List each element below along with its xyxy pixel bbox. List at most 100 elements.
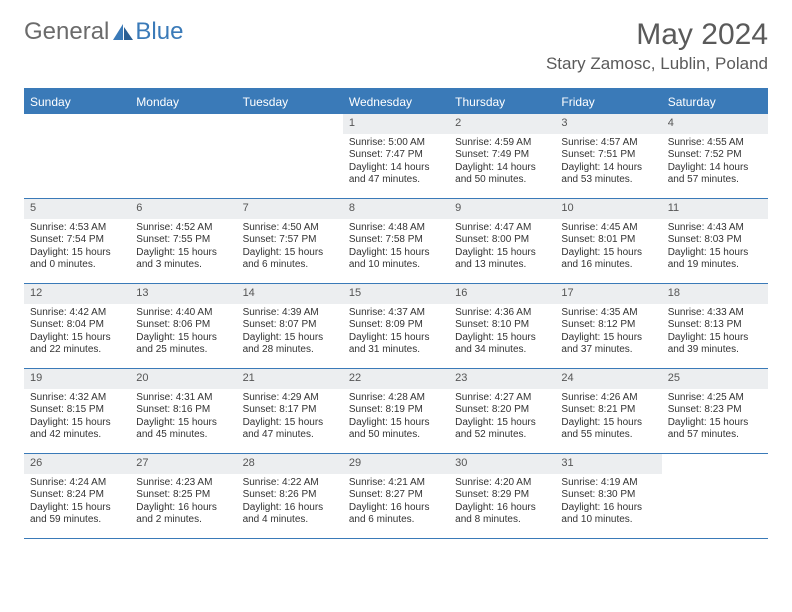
- daylight-text: Daylight: 16 hours and 4 minutes.: [243, 502, 337, 527]
- sunrise-text: Sunrise: 4:33 AM: [668, 307, 762, 320]
- cell-body: Sunrise: 4:25 AMSunset: 8:23 PMDaylight:…: [662, 389, 768, 448]
- sunrise-text: Sunrise: 4:28 AM: [349, 392, 443, 405]
- day-number: 4: [662, 114, 768, 134]
- sunset-text: Sunset: 8:04 PM: [30, 319, 124, 332]
- daylight-text: Daylight: 15 hours and 3 minutes.: [136, 247, 230, 272]
- sunrise-text: Sunrise: 4:21 AM: [349, 477, 443, 490]
- calendar-cell: 22Sunrise: 4:28 AMSunset: 8:19 PMDayligh…: [343, 369, 449, 453]
- day-number: 1: [343, 114, 449, 134]
- cell-body: Sunrise: 4:22 AMSunset: 8:26 PMDaylight:…: [237, 474, 343, 533]
- day-number: 17: [555, 284, 661, 304]
- cell-body: Sunrise: 4:50 AMSunset: 7:57 PMDaylight:…: [237, 219, 343, 278]
- location-text: Stary Zamosc, Lublin, Poland: [546, 54, 768, 74]
- sunrise-text: Sunrise: 4:50 AM: [243, 222, 337, 235]
- sunrise-text: Sunrise: 4:39 AM: [243, 307, 337, 320]
- page-header: General Blue May 2024 Stary Zamosc, Lubl…: [0, 0, 792, 82]
- sunrise-text: Sunrise: 4:26 AM: [561, 392, 655, 405]
- daylight-text: Daylight: 15 hours and 10 minutes.: [349, 247, 443, 272]
- daylight-text: Daylight: 15 hours and 22 minutes.: [30, 332, 124, 357]
- sunset-text: Sunset: 8:21 PM: [561, 404, 655, 417]
- calendar-cell: [24, 114, 130, 198]
- sunrise-text: Sunrise: 4:48 AM: [349, 222, 443, 235]
- sunset-text: Sunset: 7:55 PM: [136, 234, 230, 247]
- daylight-text: Daylight: 16 hours and 10 minutes.: [561, 502, 655, 527]
- sunset-text: Sunset: 8:19 PM: [349, 404, 443, 417]
- sunset-text: Sunset: 8:24 PM: [30, 489, 124, 502]
- day-header: Friday: [555, 90, 661, 114]
- calendar-cell: 6Sunrise: 4:52 AMSunset: 7:55 PMDaylight…: [130, 199, 236, 283]
- calendar-cell: 14Sunrise: 4:39 AMSunset: 8:07 PMDayligh…: [237, 284, 343, 368]
- cell-body: Sunrise: 4:37 AMSunset: 8:09 PMDaylight:…: [343, 304, 449, 363]
- daylight-text: Daylight: 14 hours and 53 minutes.: [561, 162, 655, 187]
- day-number: 16: [449, 284, 555, 304]
- sunrise-text: Sunrise: 4:27 AM: [455, 392, 549, 405]
- day-number: 13: [130, 284, 236, 304]
- day-number: 10: [555, 199, 661, 219]
- cell-body: Sunrise: 4:43 AMSunset: 8:03 PMDaylight:…: [662, 219, 768, 278]
- day-header: Saturday: [662, 90, 768, 114]
- day-number: 27: [130, 454, 236, 474]
- cell-body: Sunrise: 4:26 AMSunset: 8:21 PMDaylight:…: [555, 389, 661, 448]
- calendar-cell: 30Sunrise: 4:20 AMSunset: 8:29 PMDayligh…: [449, 454, 555, 538]
- calendar-cell: 9Sunrise: 4:47 AMSunset: 8:00 PMDaylight…: [449, 199, 555, 283]
- sunset-text: Sunset: 8:13 PM: [668, 319, 762, 332]
- day-header-row: SundayMondayTuesdayWednesdayThursdayFrid…: [24, 90, 768, 114]
- sunrise-text: Sunrise: 4:59 AM: [455, 137, 549, 150]
- daylight-text: Daylight: 15 hours and 25 minutes.: [136, 332, 230, 357]
- week-row: 12Sunrise: 4:42 AMSunset: 8:04 PMDayligh…: [24, 284, 768, 369]
- sunrise-text: Sunrise: 4:45 AM: [561, 222, 655, 235]
- cell-body: Sunrise: 4:33 AMSunset: 8:13 PMDaylight:…: [662, 304, 768, 363]
- sunset-text: Sunset: 8:01 PM: [561, 234, 655, 247]
- sunrise-text: Sunrise: 4:19 AM: [561, 477, 655, 490]
- calendar-cell: 11Sunrise: 4:43 AMSunset: 8:03 PMDayligh…: [662, 199, 768, 283]
- day-number: 8: [343, 199, 449, 219]
- day-number: [130, 114, 236, 134]
- day-number: 11: [662, 199, 768, 219]
- daylight-text: Daylight: 15 hours and 31 minutes.: [349, 332, 443, 357]
- cell-body: Sunrise: 4:19 AMSunset: 8:30 PMDaylight:…: [555, 474, 661, 533]
- daylight-text: Daylight: 15 hours and 19 minutes.: [668, 247, 762, 272]
- sunset-text: Sunset: 7:47 PM: [349, 149, 443, 162]
- sunrise-text: Sunrise: 4:24 AM: [30, 477, 124, 490]
- sunrise-text: Sunrise: 4:52 AM: [136, 222, 230, 235]
- calendar-cell: 10Sunrise: 4:45 AMSunset: 8:01 PMDayligh…: [555, 199, 661, 283]
- daylight-text: Daylight: 15 hours and 6 minutes.: [243, 247, 337, 272]
- sunrise-text: Sunrise: 4:32 AM: [30, 392, 124, 405]
- daylight-text: Daylight: 14 hours and 57 minutes.: [668, 162, 762, 187]
- cell-body: Sunrise: 4:57 AMSunset: 7:51 PMDaylight:…: [555, 134, 661, 193]
- daylight-text: Daylight: 15 hours and 13 minutes.: [455, 247, 549, 272]
- calendar-cell: 27Sunrise: 4:23 AMSunset: 8:25 PMDayligh…: [130, 454, 236, 538]
- cell-body: Sunrise: 4:47 AMSunset: 8:00 PMDaylight:…: [449, 219, 555, 278]
- sunset-text: Sunset: 8:10 PM: [455, 319, 549, 332]
- calendar-cell: 7Sunrise: 4:50 AMSunset: 7:57 PMDaylight…: [237, 199, 343, 283]
- calendar-cell: [130, 114, 236, 198]
- calendar-grid: SundayMondayTuesdayWednesdayThursdayFrid…: [24, 88, 768, 539]
- sunset-text: Sunset: 8:12 PM: [561, 319, 655, 332]
- day-header: Monday: [130, 90, 236, 114]
- day-number: [24, 114, 130, 134]
- sunrise-text: Sunrise: 4:23 AM: [136, 477, 230, 490]
- cell-body: Sunrise: 4:40 AMSunset: 8:06 PMDaylight:…: [130, 304, 236, 363]
- day-number: [662, 454, 768, 474]
- calendar-cell: 17Sunrise: 4:35 AMSunset: 8:12 PMDayligh…: [555, 284, 661, 368]
- cell-body: Sunrise: 4:24 AMSunset: 8:24 PMDaylight:…: [24, 474, 130, 533]
- day-header: Tuesday: [237, 90, 343, 114]
- cell-body: Sunrise: 4:21 AMSunset: 8:27 PMDaylight:…: [343, 474, 449, 533]
- sunset-text: Sunset: 7:51 PM: [561, 149, 655, 162]
- day-number: 26: [24, 454, 130, 474]
- sunset-text: Sunset: 8:23 PM: [668, 404, 762, 417]
- calendar-cell: 4Sunrise: 4:55 AMSunset: 7:52 PMDaylight…: [662, 114, 768, 198]
- sunset-text: Sunset: 7:49 PM: [455, 149, 549, 162]
- cell-body: Sunrise: 4:45 AMSunset: 8:01 PMDaylight:…: [555, 219, 661, 278]
- cell-body: Sunrise: 5:00 AMSunset: 7:47 PMDaylight:…: [343, 134, 449, 193]
- sunrise-text: Sunrise: 4:31 AM: [136, 392, 230, 405]
- sunrise-text: Sunrise: 5:00 AM: [349, 137, 443, 150]
- cell-body: Sunrise: 4:28 AMSunset: 8:19 PMDaylight:…: [343, 389, 449, 448]
- day-number: 19: [24, 369, 130, 389]
- daylight-text: Daylight: 15 hours and 50 minutes.: [349, 417, 443, 442]
- cell-body: Sunrise: 4:42 AMSunset: 8:04 PMDaylight:…: [24, 304, 130, 363]
- sunrise-text: Sunrise: 4:53 AM: [30, 222, 124, 235]
- day-number: 30: [449, 454, 555, 474]
- day-number: 20: [130, 369, 236, 389]
- sunset-text: Sunset: 8:26 PM: [243, 489, 337, 502]
